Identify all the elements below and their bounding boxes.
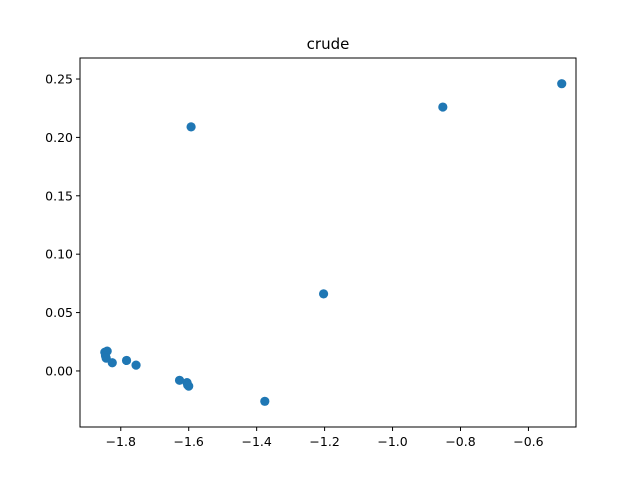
y-tick-label: 0.05 [45, 305, 73, 320]
x-tick-label: −1.2 [309, 434, 339, 449]
data-point [438, 102, 448, 112]
data-point [186, 122, 196, 132]
x-tick-label: −0.6 [513, 434, 543, 449]
plot-frame [79, 57, 577, 428]
x-tick-label: −1.8 [106, 434, 136, 449]
y-tick-label: 0.25 [45, 72, 73, 87]
y-tick-label: 0.20 [45, 130, 73, 145]
y-tick-label: 0.10 [45, 247, 73, 262]
y-tick-label: 0.15 [45, 188, 73, 203]
y-tick-label: 0.00 [45, 363, 73, 378]
data-point [260, 396, 270, 406]
data-point [121, 355, 132, 366]
x-tick-label: −0.8 [445, 434, 475, 449]
data-point [318, 289, 329, 299]
chart-title: crude [307, 35, 350, 53]
x-tick-label: −1.4 [241, 434, 271, 449]
data-point [174, 375, 185, 385]
data-point [107, 358, 117, 368]
x-tick-label: −1.0 [377, 434, 407, 449]
data-point [557, 79, 567, 89]
x-tick-label: −1.6 [174, 434, 204, 449]
data-point [184, 381, 194, 391]
data-point [131, 360, 141, 370]
